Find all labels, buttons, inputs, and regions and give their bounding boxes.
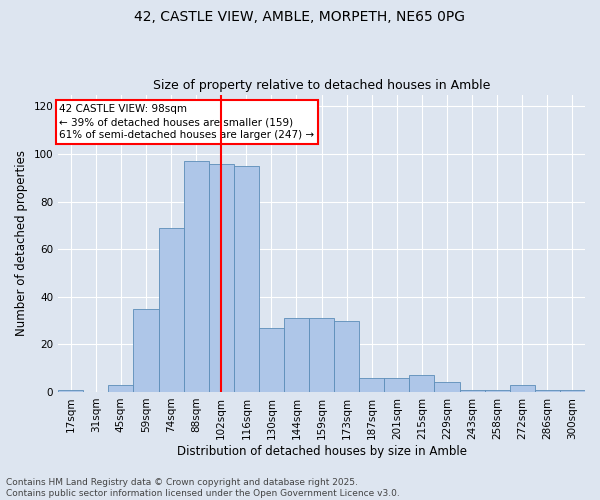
Text: 42, CASTLE VIEW, AMBLE, MORPETH, NE65 0PG: 42, CASTLE VIEW, AMBLE, MORPETH, NE65 0P…	[134, 10, 466, 24]
Bar	[158, 228, 184, 392]
Bar	[510, 385, 535, 392]
Bar	[234, 166, 259, 392]
Bar	[385, 378, 409, 392]
Bar	[284, 318, 309, 392]
Title: Size of property relative to detached houses in Amble: Size of property relative to detached ho…	[153, 79, 490, 92]
Text: 42 CASTLE VIEW: 98sqm
← 39% of detached houses are smaller (159)
61% of semi-det: 42 CASTLE VIEW: 98sqm ← 39% of detached …	[59, 104, 314, 141]
Bar	[409, 376, 434, 392]
Bar	[259, 328, 284, 392]
Bar	[460, 390, 485, 392]
Y-axis label: Number of detached properties: Number of detached properties	[15, 150, 28, 336]
Bar	[560, 390, 585, 392]
Bar	[184, 161, 209, 392]
X-axis label: Distribution of detached houses by size in Amble: Distribution of detached houses by size …	[176, 444, 467, 458]
Bar	[434, 382, 460, 392]
Bar	[58, 390, 83, 392]
Bar	[209, 164, 234, 392]
Bar	[535, 390, 560, 392]
Bar	[359, 378, 385, 392]
Bar	[485, 390, 510, 392]
Bar	[133, 308, 158, 392]
Bar	[309, 318, 334, 392]
Bar	[334, 320, 359, 392]
Text: Contains HM Land Registry data © Crown copyright and database right 2025.
Contai: Contains HM Land Registry data © Crown c…	[6, 478, 400, 498]
Bar	[109, 385, 133, 392]
